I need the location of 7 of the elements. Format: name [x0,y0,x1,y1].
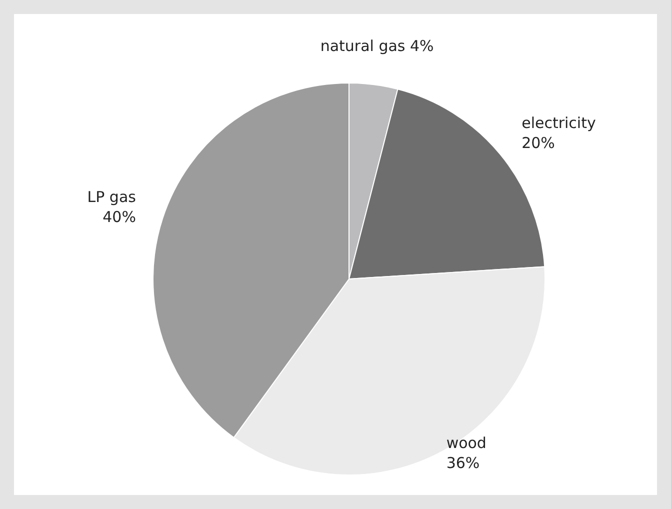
data-label: 40% [102,208,136,226]
slice-label: electricity [522,114,596,132]
slice-label: natural gas 4% [320,36,434,55]
slice-label: LP gas [87,188,136,206]
slice-label: wood [446,434,486,452]
data-label: 20% [522,134,555,152]
data-label: 36% [446,454,480,472]
